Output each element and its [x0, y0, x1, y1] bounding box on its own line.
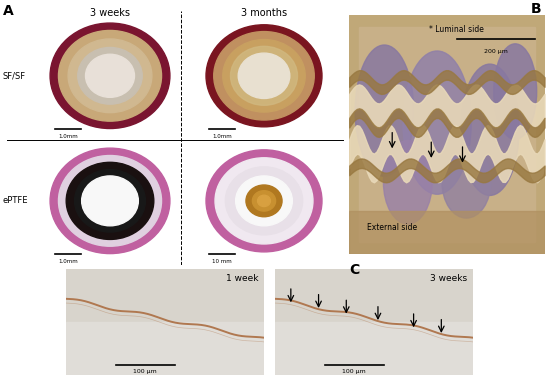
Ellipse shape [442, 147, 491, 218]
Text: 3 months: 3 months [241, 8, 287, 17]
Ellipse shape [230, 46, 298, 105]
Ellipse shape [214, 31, 314, 120]
Text: SF/SF: SF/SF [3, 71, 26, 80]
Ellipse shape [58, 155, 162, 246]
Bar [349, 211, 544, 254]
Ellipse shape [66, 162, 154, 240]
Text: 100 μm: 100 μm [342, 369, 366, 374]
Bar [275, 322, 473, 375]
Text: * Luminal side: * Luminal side [429, 25, 484, 34]
Ellipse shape [223, 39, 305, 112]
Ellipse shape [494, 44, 537, 139]
Ellipse shape [50, 23, 170, 128]
Ellipse shape [246, 185, 282, 217]
Ellipse shape [257, 195, 271, 207]
Text: 3 weeks: 3 weeks [430, 274, 467, 283]
Text: C: C [349, 263, 360, 277]
Text: 200 μm: 200 μm [484, 49, 508, 53]
Text: 10 mm: 10 mm [212, 259, 232, 264]
Ellipse shape [238, 53, 290, 99]
Ellipse shape [58, 30, 162, 121]
Text: 100 μm: 100 μm [133, 369, 157, 374]
Ellipse shape [206, 150, 322, 252]
Ellipse shape [75, 170, 145, 232]
Text: A: A [3, 4, 14, 18]
Ellipse shape [78, 47, 142, 104]
Ellipse shape [50, 148, 170, 254]
Text: ePTFE: ePTFE [3, 196, 28, 205]
Text: 1 week: 1 week [226, 274, 258, 283]
Ellipse shape [68, 39, 152, 113]
Text: 1.0mm: 1.0mm [212, 134, 232, 139]
Text: 3 weeks: 3 weeks [90, 8, 130, 17]
Text: External side: External side [367, 224, 417, 232]
Bar [66, 322, 264, 375]
Ellipse shape [252, 191, 276, 211]
Ellipse shape [226, 167, 303, 235]
Ellipse shape [460, 64, 519, 196]
Ellipse shape [206, 25, 322, 127]
Ellipse shape [235, 176, 293, 226]
Ellipse shape [215, 158, 313, 244]
Text: 1.0mm: 1.0mm [58, 259, 78, 264]
Ellipse shape [355, 45, 414, 176]
Ellipse shape [383, 141, 432, 224]
Ellipse shape [85, 54, 135, 97]
Ellipse shape [81, 176, 139, 226]
Ellipse shape [403, 51, 471, 194]
Text: 1.0mm: 1.0mm [58, 134, 78, 139]
Text: B: B [531, 2, 542, 16]
